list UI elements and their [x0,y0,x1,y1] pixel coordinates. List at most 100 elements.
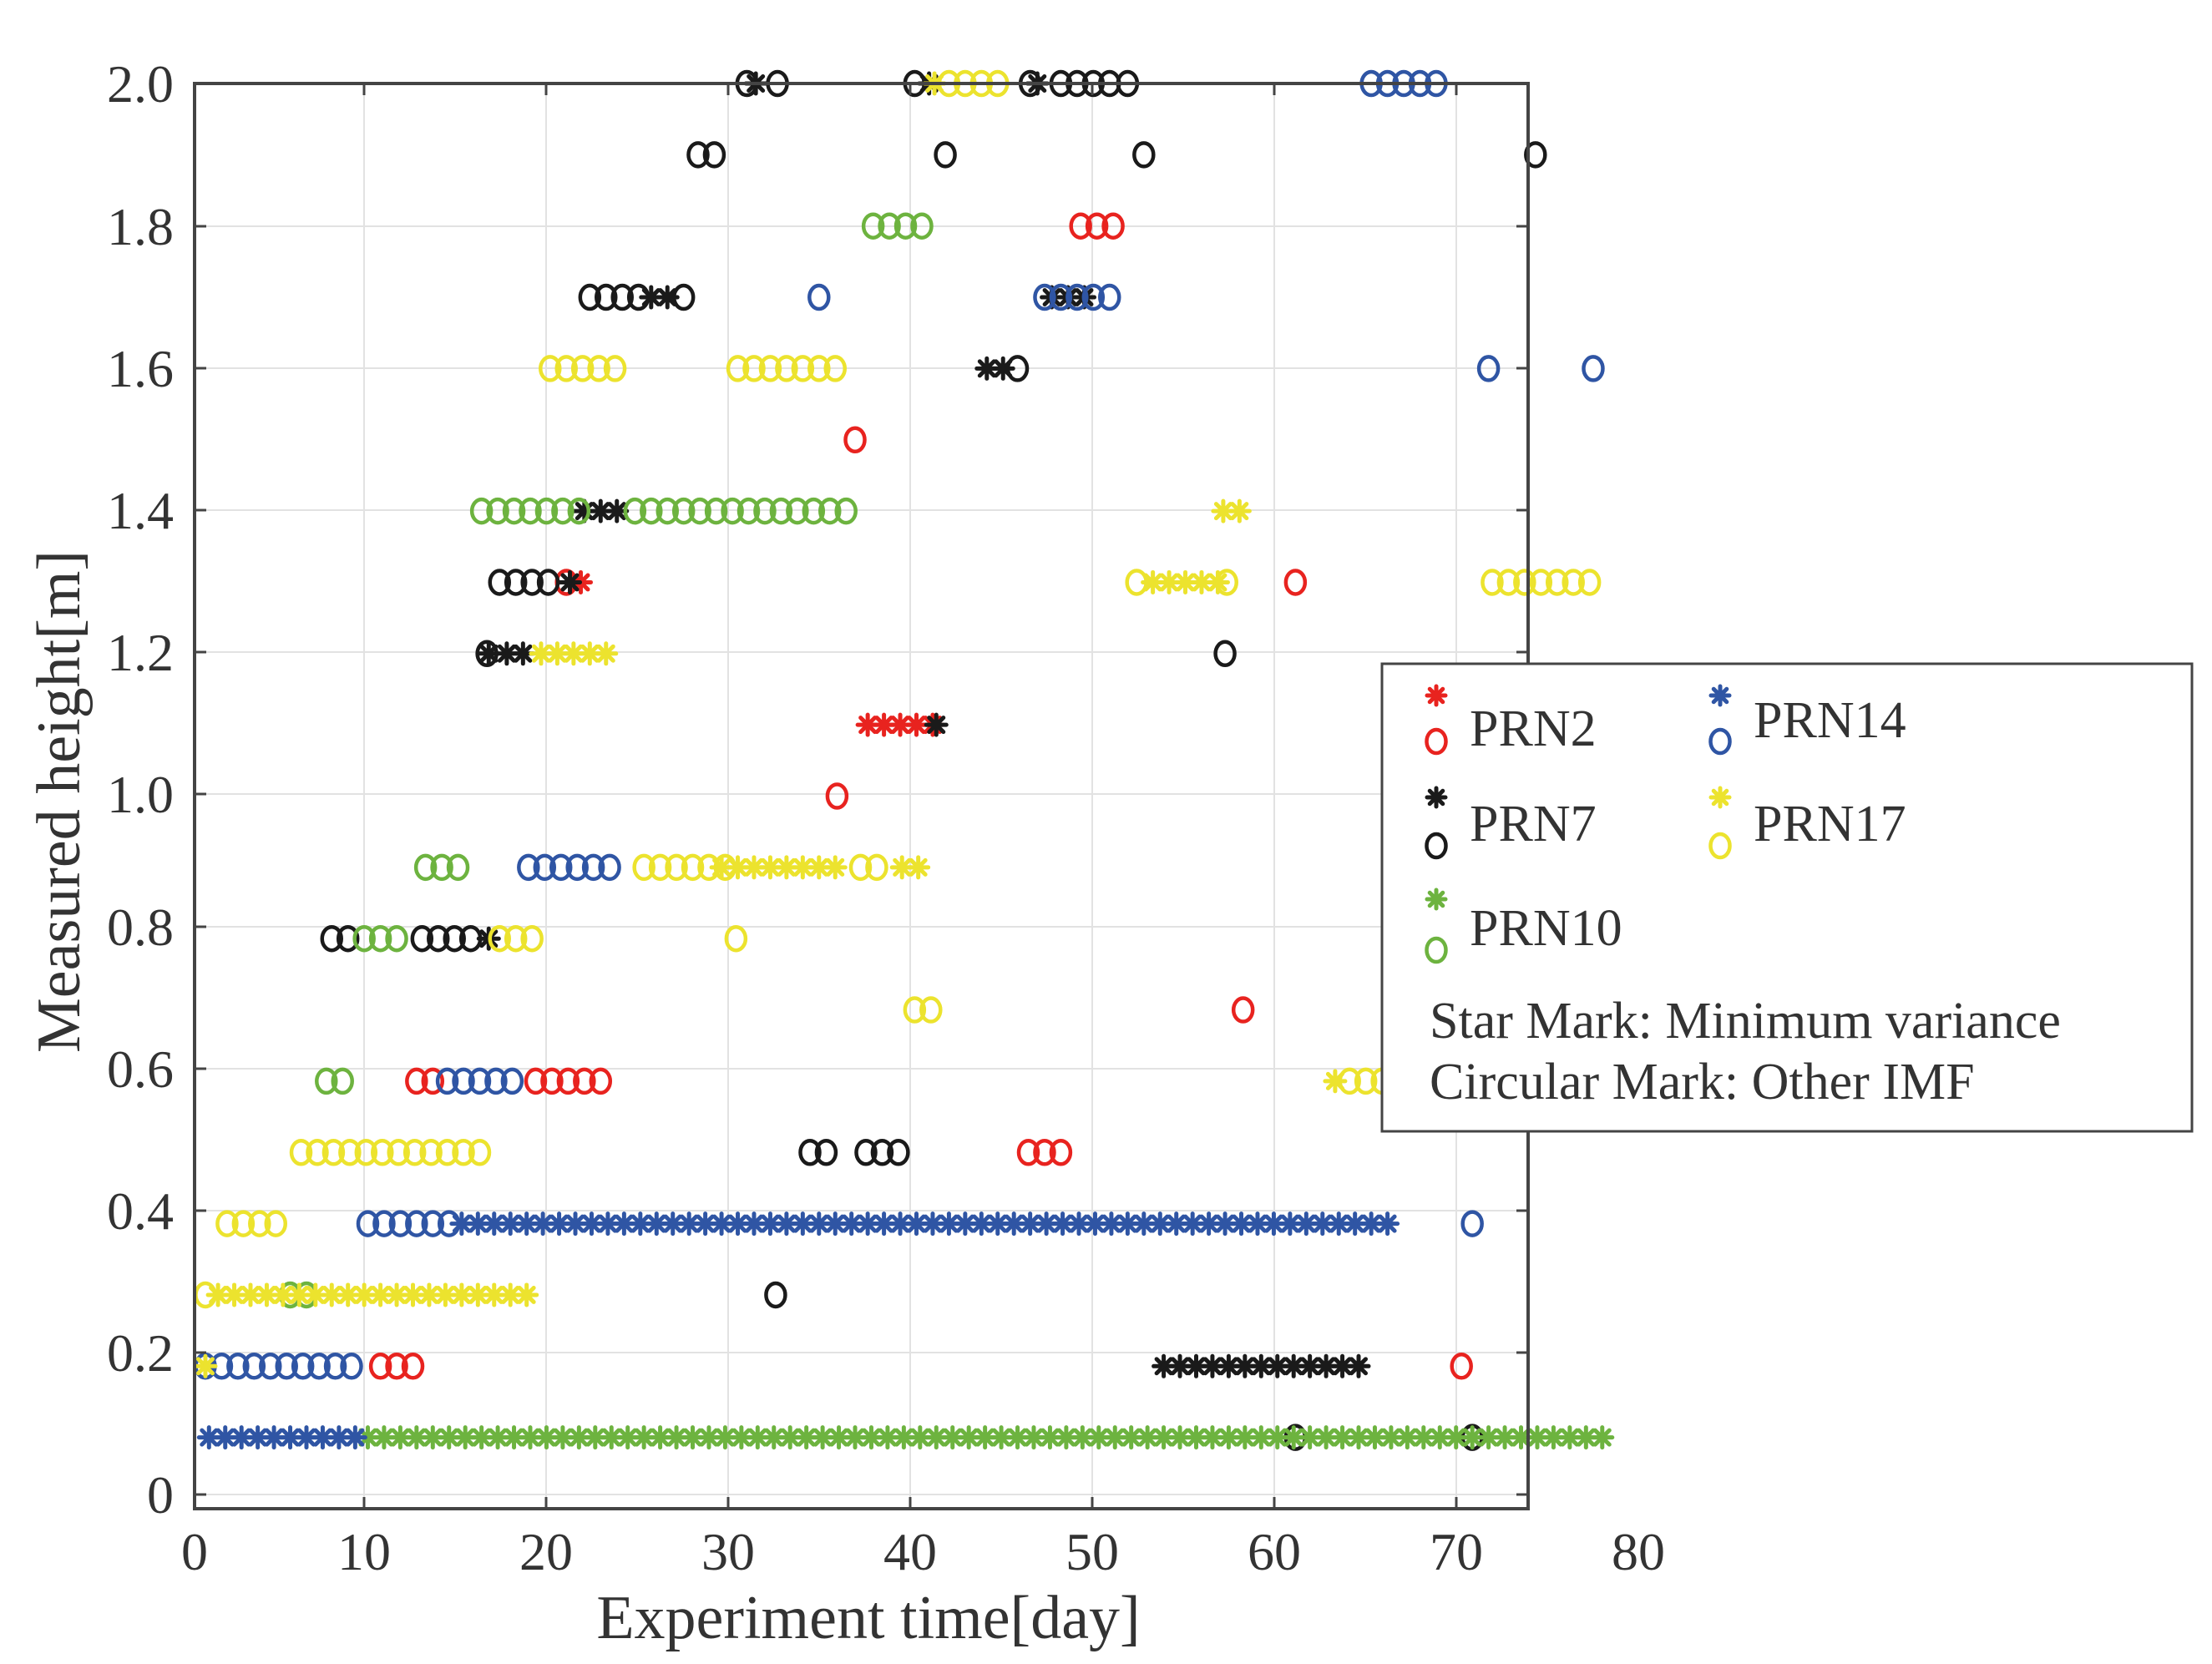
y-tick-label: 1.2 [107,623,174,682]
prn14-star-point [644,1211,669,1237]
prn2-circle-point [573,1067,596,1095]
legend-prn2-circle [1425,727,1448,756]
prn17-circle-point [848,853,873,882]
prn17-star-point [514,1282,539,1307]
prn17-star-point [368,1282,393,1307]
prn14-star-point [326,1425,352,1450]
prn17-star-point [906,855,931,880]
prn14-circle-point [435,1067,459,1095]
prn10-star-point [1525,1425,1550,1450]
prn7-star-point [990,356,1015,381]
x-tick-label: 0 [181,1522,208,1581]
prn17-circle-point [1545,569,1569,596]
y-axis-label: Measured height[m] [25,550,94,1053]
prn14-star-point [1180,1211,1205,1237]
prn10-star-point [777,1425,802,1450]
prn7-circle-point [336,924,360,953]
prn2-circle-point [589,1067,613,1095]
y-tick-label: 1.0 [107,765,174,824]
prn7-circle-point [854,1139,878,1166]
prn10-star-point [437,1425,462,1450]
prn14-circle-point [1582,355,1605,382]
prn14-circle-point [500,1067,524,1095]
prn7-circle-point [887,1139,910,1166]
legend-prn10-star [1425,888,1448,911]
legend-label-prn14: PRN14 [1754,692,1906,749]
prn7-circle-point [443,924,466,953]
prn14-circle-point [565,853,589,882]
prn10-star-point [712,1425,737,1450]
x-tick-label: 50 [1066,1522,1119,1581]
prn14-circle-point [1476,355,1501,382]
prn10-circle-point [704,497,728,525]
prn10-circle-point [861,212,885,240]
prn10-star-point [729,1425,754,1450]
prn7-circle-point [595,283,618,311]
prn17-circle-point [321,1139,346,1166]
series-prn17 [193,69,1602,1378]
prn2-circle-point [524,1067,548,1095]
prn17-star-point [1323,1069,1348,1094]
prn10-circle-point [656,497,679,525]
prn17-circle-point [865,853,888,882]
prn17-circle-point [1496,569,1521,596]
legend-label-prn17: PRN17 [1754,796,1906,852]
prn2-circle-point [1101,212,1125,240]
prn17-circle-point [520,924,544,953]
prn7-circle-point [870,1139,894,1166]
prn10-circle-point [368,924,392,953]
prn14-star-point [855,1211,880,1237]
prn14-circle-point [517,853,540,882]
prn2-circle-point [1450,1353,1473,1380]
prn17-star-point [193,1353,218,1378]
prn14-circle-point [1098,283,1121,311]
prn10-circle-point [486,497,509,525]
prn17-circle-point [1529,569,1553,596]
prn17-circle-point [1354,1067,1378,1095]
prn10-circle-point [802,497,826,525]
prn10-circle-point [413,853,438,882]
legend-label-prn2: PRN2 [1470,700,1597,757]
prn17-circle-point [648,853,672,882]
prn17-circle-point [264,1210,288,1237]
prn2-circle-point [1016,1139,1040,1166]
prn10-circle-point [385,924,408,953]
prn2-circle-point [1033,1139,1056,1166]
x-tick-label: 20 [519,1522,573,1581]
prn2-circle-point [1231,996,1255,1024]
prn14-star-point [742,1211,767,1237]
prn10-star-point [1492,1425,1517,1450]
prn17-circle-point [681,853,705,882]
prn10-circle-point [834,497,858,525]
prn7-circle-point [320,924,344,953]
prn14-circle-point [1066,283,1089,311]
prn17-circle-point [1481,569,1504,596]
axis-ticks [195,83,1528,1509]
legend-label-prn7: PRN7 [1470,796,1597,852]
prn7-circle-point [702,141,726,169]
prn7-star-point [558,569,583,594]
y-tick-label: 0.2 [107,1323,174,1383]
y-tick-label: 1.6 [107,339,174,398]
prn17-circle-point [724,924,748,953]
prn7-circle-point [764,1281,787,1309]
prn17-circle-point [903,996,927,1024]
prn7-star-point [1152,1353,1177,1378]
prn7-circle-point [504,569,528,596]
prn17-circle-point [306,1139,329,1166]
prn2-circle-point [405,1067,428,1095]
prn10-circle-point [352,924,376,953]
legend-prn14-circle [1708,727,1732,756]
prn14-circle-point [807,283,831,311]
prn7-circle-point [686,141,710,169]
prn10-circle-point [878,212,901,240]
prn14-circle-point [275,1353,298,1380]
prn17-circle-point [435,1139,459,1166]
legend-box [1380,662,2194,1133]
prn14-circle-point [1081,283,1106,311]
y-tick-label: 2.0 [107,54,174,114]
prn7-circle-point [798,1139,822,1166]
prn14-circle-point [226,1353,250,1380]
prn14-circle-point [356,1210,380,1237]
prn10-circle-point [769,497,793,525]
